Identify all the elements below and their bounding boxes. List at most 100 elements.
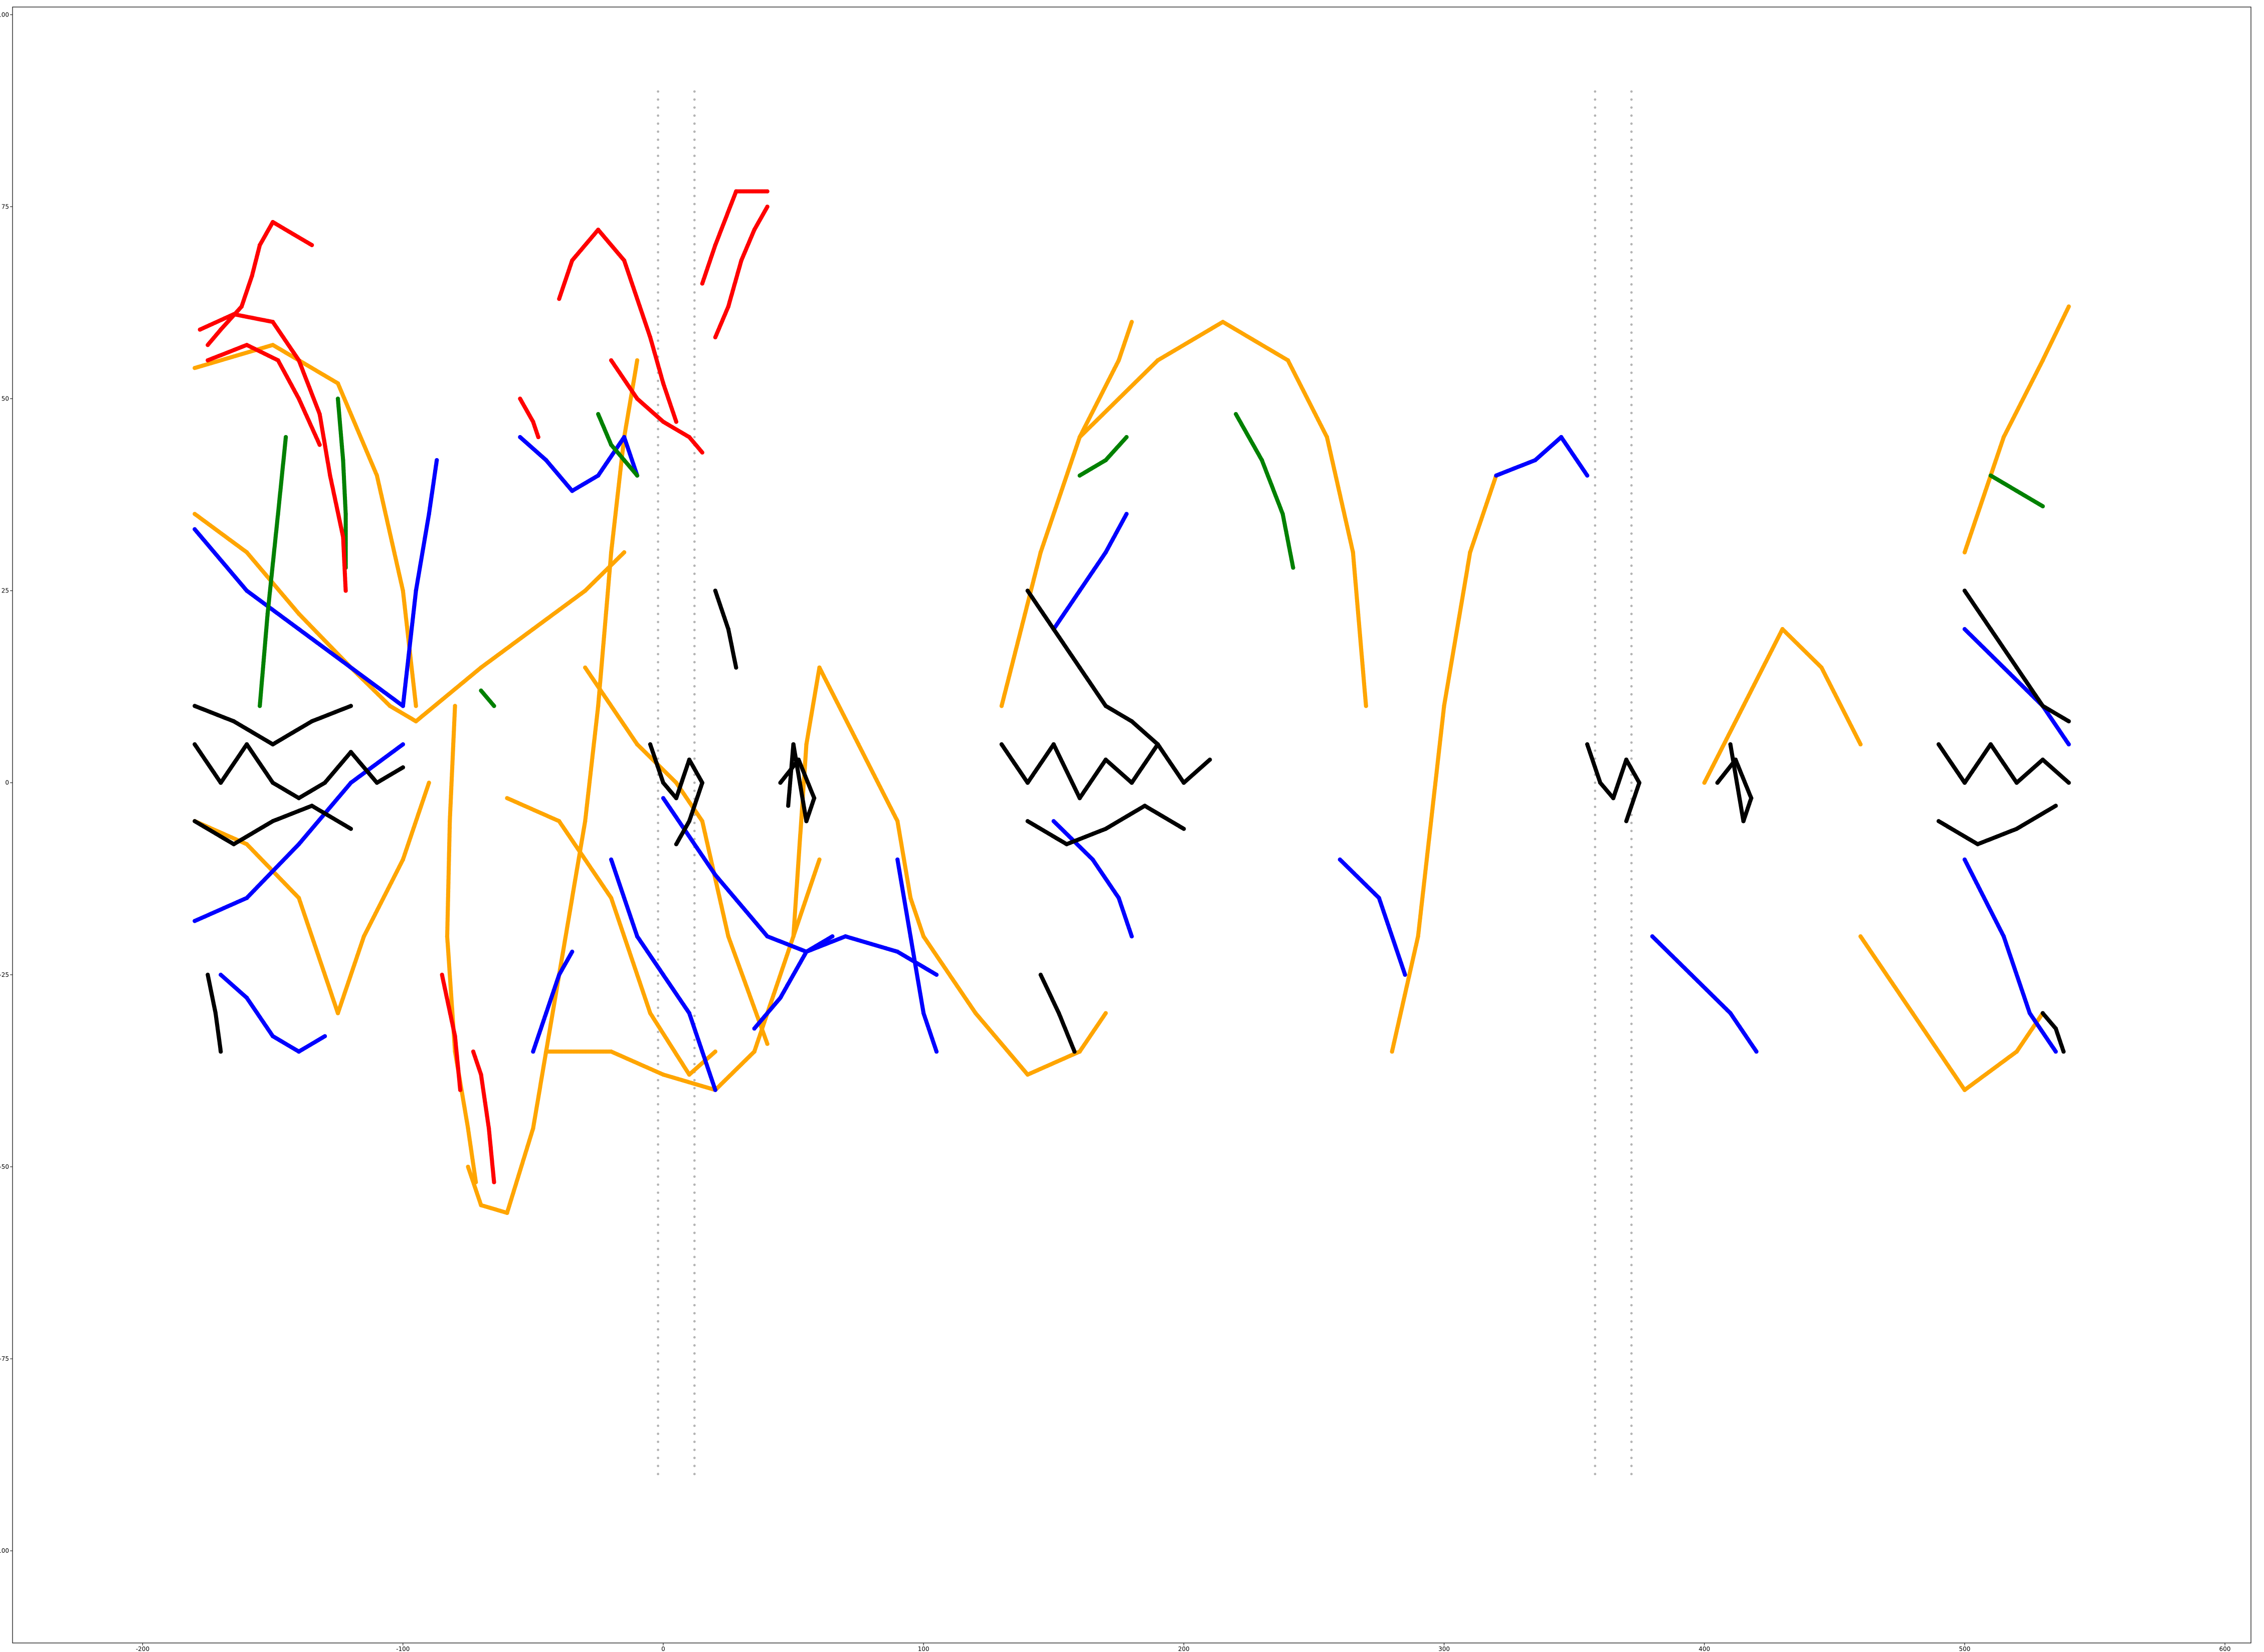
data-point <box>1594 1175 1597 1178</box>
data-point <box>657 693 659 696</box>
data-point <box>1594 1231 1597 1234</box>
data-point <box>693 669 696 672</box>
data-point <box>657 202 659 205</box>
data-point <box>657 717 659 720</box>
data-point <box>1594 1159 1597 1162</box>
data-point <box>1594 138 1597 141</box>
data-point <box>1594 524 1597 527</box>
data-point <box>1594 1207 1597 1210</box>
data-point <box>693 950 696 953</box>
data-point <box>1594 693 1597 696</box>
data-point <box>1630 323 1633 326</box>
data-point <box>1630 830 1633 833</box>
data-point <box>1630 540 1633 543</box>
data-point <box>657 275 659 278</box>
data-point <box>657 821 659 824</box>
data-point <box>693 1135 696 1138</box>
data-point <box>657 1296 659 1299</box>
data-point <box>657 1111 659 1114</box>
data-point <box>693 902 696 905</box>
data-point <box>1630 138 1633 141</box>
data-point <box>1630 749 1633 752</box>
data-point <box>693 1127 696 1130</box>
data-point <box>1630 1095 1633 1098</box>
data-point <box>1630 235 1633 238</box>
data-point <box>1594 588 1597 591</box>
data-point <box>1594 1006 1597 1009</box>
data-point <box>657 1248 659 1251</box>
data-point <box>657 974 659 977</box>
data-point <box>657 323 659 326</box>
data-point <box>693 1191 696 1194</box>
data-point <box>693 1095 696 1098</box>
data-point <box>693 524 696 527</box>
data-point <box>1630 1328 1633 1331</box>
data-point <box>657 299 659 302</box>
data-point <box>1630 1135 1633 1138</box>
data-point <box>1630 1465 1633 1468</box>
data-point <box>1630 259 1633 262</box>
data-point <box>693 1449 696 1452</box>
data-point <box>657 283 659 286</box>
data-point <box>1594 211 1597 214</box>
data-point <box>1594 564 1597 567</box>
data-point <box>1630 870 1633 873</box>
data-point <box>657 1039 659 1042</box>
data-point <box>1630 982 1633 985</box>
data-point <box>1594 942 1597 945</box>
data-point <box>1630 186 1633 189</box>
data-point <box>1630 685 1633 688</box>
data-point <box>693 821 696 824</box>
data-point <box>693 645 696 648</box>
data-point <box>1630 910 1633 913</box>
data-point <box>693 894 696 897</box>
data-point <box>657 934 659 937</box>
data-point <box>693 186 696 189</box>
data-point <box>657 395 659 398</box>
data-point <box>657 1432 659 1435</box>
data-point <box>1594 1416 1597 1419</box>
data-point <box>693 1328 696 1331</box>
data-point <box>657 227 659 230</box>
data-point <box>693 347 696 350</box>
data-point <box>657 267 659 270</box>
data-point <box>1594 1103 1597 1106</box>
data-point <box>693 604 696 607</box>
data-point <box>657 339 659 342</box>
data-point <box>657 645 659 648</box>
data-point <box>693 596 696 599</box>
data-point <box>1630 387 1633 390</box>
data-point <box>1630 612 1633 615</box>
data-point <box>1630 1296 1633 1299</box>
data-point <box>657 1416 659 1419</box>
data-point <box>1594 998 1597 1001</box>
data-point <box>657 243 659 246</box>
data-point <box>693 1320 696 1323</box>
data-point <box>1594 749 1597 752</box>
data-point <box>693 420 696 423</box>
data-point <box>1630 146 1633 149</box>
data-point <box>1594 235 1597 238</box>
data-point <box>693 299 696 302</box>
data-point <box>693 621 696 624</box>
data-point <box>1594 452 1597 455</box>
data-point <box>1630 1111 1633 1114</box>
data-point <box>693 283 696 286</box>
data-point <box>1630 1063 1633 1066</box>
data-point <box>1630 1151 1633 1154</box>
data-point <box>1594 661 1597 664</box>
data-point <box>1630 717 1633 720</box>
data-point <box>693 1087 696 1090</box>
data-point <box>693 588 696 591</box>
data-point <box>1630 1183 1633 1186</box>
data-point <box>693 1440 696 1443</box>
data-point <box>1630 564 1633 567</box>
data-point <box>1594 1215 1597 1218</box>
data-point <box>693 508 696 511</box>
data-point <box>657 1424 659 1427</box>
data-point <box>657 990 659 993</box>
data-point <box>1630 468 1633 471</box>
data-point <box>1630 1392 1633 1395</box>
data-point <box>657 1063 659 1066</box>
